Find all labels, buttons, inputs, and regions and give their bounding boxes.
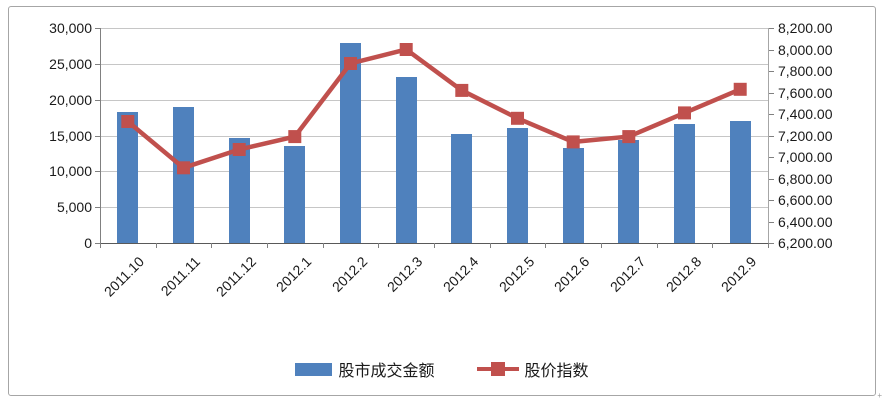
left-axis-tick-label: 25,000 xyxy=(49,55,92,72)
left-axis-tick xyxy=(95,135,100,137)
right-axis-tick-label: 6,800.00 xyxy=(778,170,833,187)
gridline xyxy=(100,63,768,65)
line-marker xyxy=(288,130,302,144)
chart-legend: 股市成交金额 股价指数 xyxy=(0,352,884,386)
line-marker xyxy=(511,111,524,125)
right-axis-tick-label: 7,800.00 xyxy=(778,63,833,79)
left-axis-tick-label: 10,000 xyxy=(49,163,92,180)
line-marker xyxy=(344,57,357,70)
gridline xyxy=(100,99,768,101)
volume-bar xyxy=(451,134,473,243)
volume-bar xyxy=(284,146,306,243)
x-axis-tick xyxy=(155,243,157,248)
right-axis-tick xyxy=(769,49,774,51)
cursor-artifact: + xyxy=(877,391,882,400)
x-axis-tick xyxy=(545,243,547,248)
left-axis-tick xyxy=(95,243,100,244)
line-marker xyxy=(121,115,135,128)
left-axis-tick xyxy=(95,63,100,65)
right-axis-tick xyxy=(769,157,774,158)
line-series-label: 股价指数 xyxy=(524,363,589,380)
line-stroke xyxy=(126,47,742,171)
volume-bar xyxy=(562,147,584,243)
volume-bar xyxy=(395,77,417,243)
left-axis-tick-label: 30,000 xyxy=(49,20,92,36)
line-marker xyxy=(733,82,747,96)
left-axis-tick xyxy=(95,207,100,209)
right-axis-tick xyxy=(769,71,774,72)
right-axis-tick-label: 6,400.00 xyxy=(778,213,833,230)
line-marker xyxy=(455,83,469,97)
volume-bar xyxy=(674,124,695,243)
volume-bar xyxy=(729,121,751,243)
left-axis-tick xyxy=(95,99,100,101)
left-axis-tick-label: 0 xyxy=(84,235,92,251)
line-swatch-marker xyxy=(490,362,505,376)
left-axis-line xyxy=(100,28,101,243)
bar-series-label: 股市成交金额 xyxy=(338,363,435,380)
x-axis-tick xyxy=(656,243,658,248)
right-axis-tick-label: 7,400.00 xyxy=(778,106,833,122)
volume-bar xyxy=(618,139,640,243)
bar-series-swatch xyxy=(295,362,333,376)
right-axis-tick xyxy=(769,114,774,115)
x-axis-tick xyxy=(322,243,324,248)
legend-item-volume: 股市成交金额 xyxy=(295,357,435,381)
volume-bar xyxy=(507,128,528,243)
gridline xyxy=(100,207,768,209)
line-series-swatch xyxy=(476,362,519,376)
gridline xyxy=(100,28,768,29)
right-axis-tick-label: 7,000.00 xyxy=(778,149,833,165)
x-axis-tick xyxy=(712,243,714,248)
right-axis-tick-label: 8,000.00 xyxy=(778,41,833,58)
right-axis-tick-label: 7,600.00 xyxy=(778,84,833,101)
right-axis-line xyxy=(768,28,769,243)
x-axis-tick xyxy=(211,243,213,248)
line-marker xyxy=(177,161,190,175)
right-axis-tick-label: 6,600.00 xyxy=(778,192,833,208)
line-marker xyxy=(566,135,580,149)
right-axis-tick xyxy=(769,28,774,29)
volume-bar xyxy=(117,111,139,243)
left-axis-tick-label: 15,000 xyxy=(49,127,92,144)
x-axis-tick xyxy=(378,243,380,248)
line-marker xyxy=(399,43,413,56)
gridline xyxy=(100,135,768,137)
volume-bar xyxy=(228,138,250,243)
right-axis-tick xyxy=(769,243,774,244)
right-axis-tick xyxy=(769,92,774,94)
x-axis-tick xyxy=(601,243,602,248)
x-axis-tick xyxy=(100,243,101,248)
line-marker xyxy=(678,106,691,120)
x-axis-tick xyxy=(434,243,435,248)
right-axis-tick-label: 6,200.00 xyxy=(778,235,833,251)
left-axis-tick xyxy=(95,171,100,173)
line-marker xyxy=(232,143,246,156)
line-marker xyxy=(622,130,636,144)
legend-item-index: 股价指数 xyxy=(476,357,589,381)
left-axis-tick xyxy=(95,28,100,29)
x-axis-tick xyxy=(768,243,769,248)
left-axis-tick-label: 20,000 xyxy=(49,91,92,108)
left-axis-tick-label: 5,000 xyxy=(56,199,92,216)
gridline xyxy=(100,171,768,173)
volume-bar xyxy=(173,106,194,243)
right-axis-tick-label: 7,200.00 xyxy=(778,127,833,144)
right-axis-tick xyxy=(769,178,774,180)
x-axis-tick xyxy=(267,243,268,248)
volume-bar xyxy=(340,43,361,243)
right-axis-tick xyxy=(769,135,774,137)
right-axis-tick xyxy=(769,221,774,223)
price-index-line xyxy=(121,43,747,175)
right-axis-tick-label: 8,200.00 xyxy=(778,20,833,36)
x-axis-tick xyxy=(489,243,491,248)
right-axis-tick xyxy=(769,200,774,201)
